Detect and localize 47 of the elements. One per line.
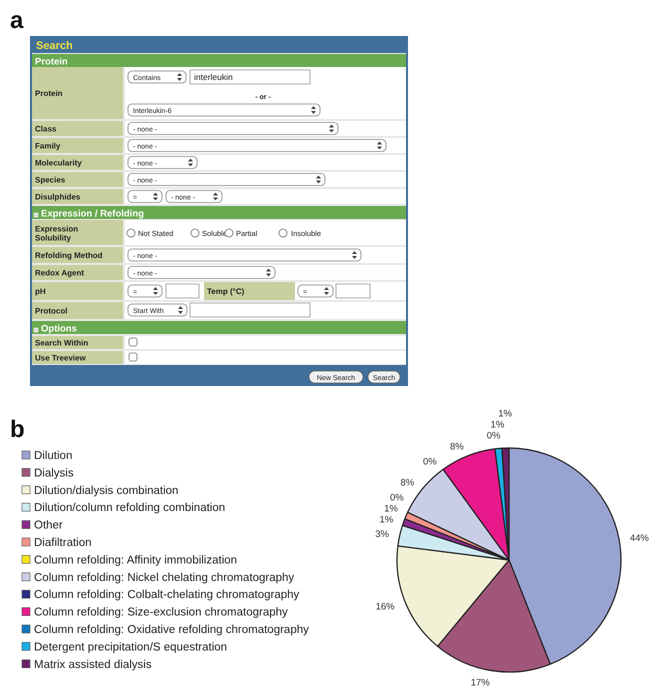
text: b bbox=[10, 416, 25, 443]
text: 0% bbox=[390, 492, 404, 504]
text: Expression Solubility bbox=[35, 224, 78, 242]
text: Molecularity bbox=[35, 158, 82, 168]
legend-label: Detergent precipitation/S equestration bbox=[34, 641, 228, 654]
legend-label: Column refolding: Colbalt-chelating chromatography bbox=[34, 589, 300, 602]
legend-label: Column refolding: Oxidative refolding chromatography bbox=[34, 624, 310, 636]
data-label: 1% bbox=[498, 408, 513, 420]
text: a bbox=[10, 7, 24, 34]
legend-label: Dilution/dialysis combination bbox=[34, 484, 178, 497]
data-label: 16% bbox=[376, 601, 396, 612]
text: Family bbox=[35, 142, 61, 150]
data-label: 1% bbox=[384, 503, 398, 514]
text: Search bbox=[36, 40, 73, 52]
text: 0% bbox=[486, 430, 500, 442]
legend-label: Matrix assisted dialysis bbox=[34, 658, 152, 671]
text: Refolding Method bbox=[35, 251, 103, 260]
data-label: 1% bbox=[490, 420, 505, 431]
text: Species bbox=[35, 176, 66, 184]
legend-label: Other bbox=[34, 520, 63, 532]
text: Protocol bbox=[35, 306, 68, 316]
legend-label: Dilution/column refolding combination bbox=[34, 502, 226, 514]
legend-label: Column refolding: Size-exclusion chromatography bbox=[34, 606, 288, 619]
legend-label: Column refolding: Nickel chelating chromatography bbox=[34, 572, 294, 584]
data-label: 44% bbox=[630, 532, 650, 544]
text: Use Treeview bbox=[35, 354, 86, 362]
legend-label: Column refolding: Affinity immobilization bbox=[34, 554, 238, 566]
text: Expression / Refolding bbox=[41, 208, 144, 220]
text: 0% bbox=[422, 456, 437, 468]
text: Temp (°C) bbox=[207, 287, 245, 296]
text: Protein bbox=[35, 56, 68, 68]
data-label: 1% bbox=[380, 514, 394, 526]
text: Search Within bbox=[35, 338, 88, 348]
text: Options bbox=[41, 324, 77, 334]
text: Class bbox=[35, 124, 57, 134]
data-label: 8% bbox=[400, 478, 415, 489]
text-field: interleukin bbox=[190, 70, 310, 84]
legend-label: Diafiltration bbox=[34, 537, 92, 549]
legend-label: Dilution bbox=[34, 450, 72, 462]
data-label: 3% bbox=[375, 529, 390, 540]
data-label: 17% bbox=[470, 677, 490, 688]
text: Redox Agent bbox=[35, 268, 84, 278]
legend-label: Dialysis bbox=[34, 467, 74, 480]
text: Protein bbox=[35, 89, 63, 98]
text: Disulphides bbox=[35, 192, 81, 202]
text: pH bbox=[35, 287, 46, 296]
data-label: 8% bbox=[450, 442, 464, 453]
